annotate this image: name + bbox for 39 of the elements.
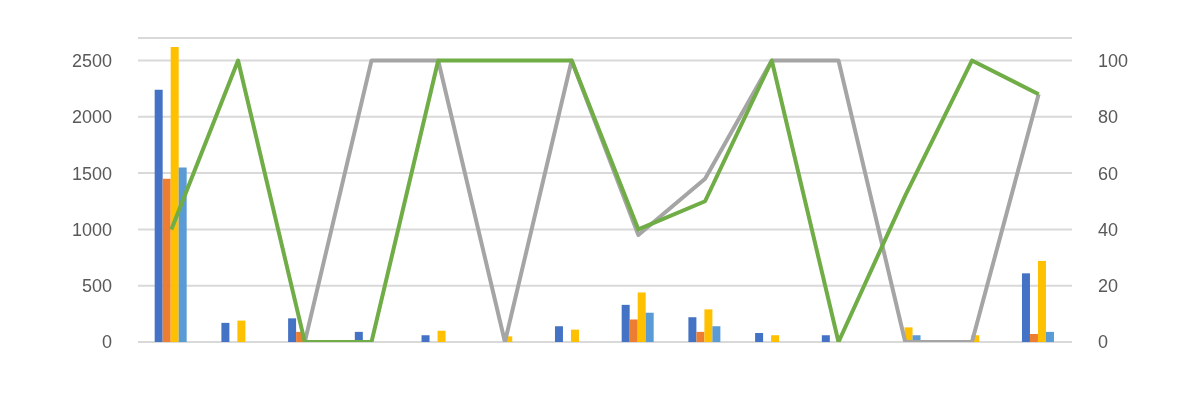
y-tick-label: 500: [81, 276, 112, 297]
y2-tick-label: 80: [1098, 107, 1119, 128]
bar: [1021, 273, 1030, 342]
bar: [437, 330, 446, 342]
bar: [162, 178, 171, 342]
bar: [570, 329, 579, 342]
y2-tick-label: 60: [1098, 163, 1119, 184]
y2-tick-label: 100: [1098, 50, 1129, 71]
bar: [1045, 331, 1054, 342]
y2-tick-label: 0: [1098, 332, 1109, 353]
line-series: [169, 58, 1041, 342]
y-tick-label: 2500: [71, 50, 112, 71]
bar: [170, 47, 179, 342]
y-tick-label: 2000: [71, 107, 112, 128]
bar: [688, 317, 697, 342]
bar: [621, 304, 630, 342]
bar: [237, 320, 246, 342]
bar: [704, 309, 713, 342]
bar: [154, 89, 163, 342]
bar: [637, 292, 646, 342]
y-tick-label: 1000: [71, 219, 112, 240]
bar: [288, 318, 297, 342]
bar: [421, 335, 430, 342]
y-tick-label: 0: [101, 332, 112, 353]
bar: [1029, 334, 1038, 342]
bar: [821, 335, 830, 342]
bar: [178, 167, 187, 342]
y2-tick-label: 20: [1098, 276, 1119, 297]
bar: [554, 326, 563, 342]
y2-tick-label: 40: [1098, 219, 1119, 240]
bar: [629, 319, 638, 342]
bar: [696, 331, 705, 342]
bar: [645, 312, 654, 342]
bar: [755, 332, 764, 342]
bar: [221, 322, 230, 342]
bar: [1037, 260, 1046, 342]
bar: [712, 326, 721, 342]
bar: [771, 335, 780, 342]
y-tick-label: 1500: [71, 163, 112, 184]
